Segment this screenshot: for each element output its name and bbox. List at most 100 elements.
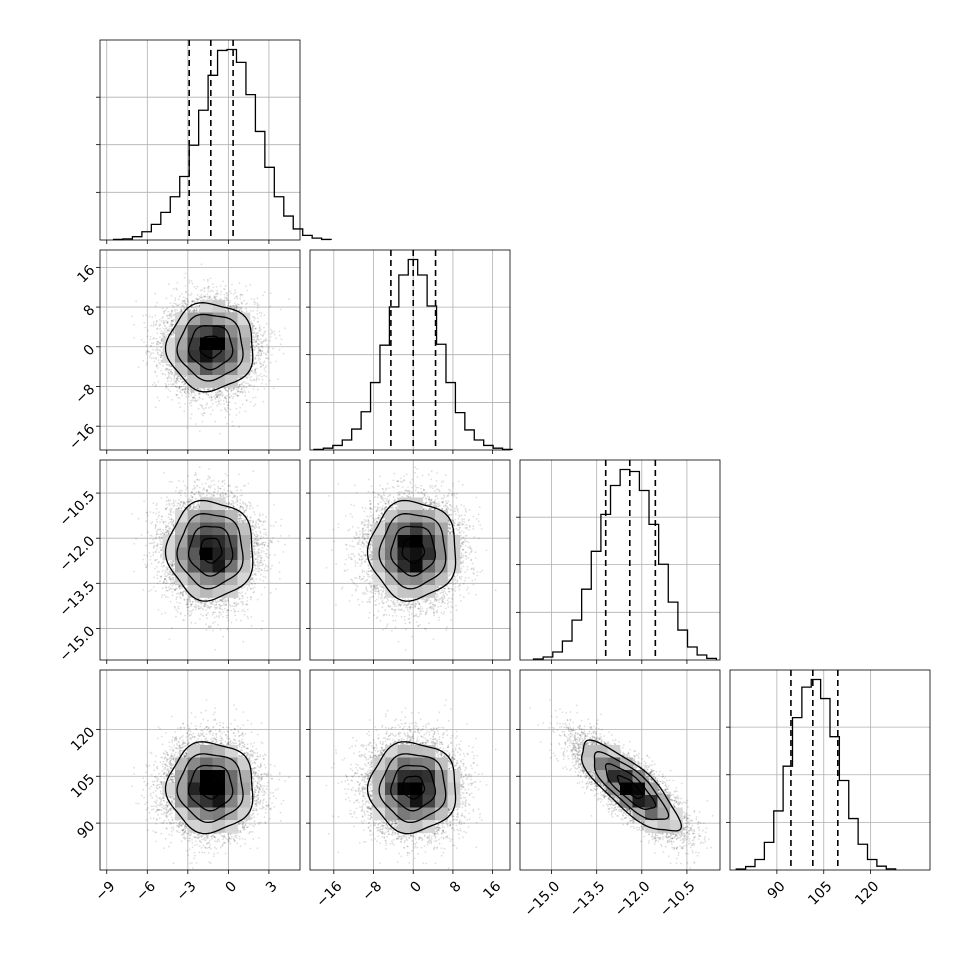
sample-point <box>245 307 248 310</box>
sample-point <box>170 383 172 386</box>
sample-point <box>149 345 152 347</box>
sample-point <box>228 413 231 416</box>
sample-point <box>173 379 175 382</box>
sample-point <box>245 386 248 389</box>
sample-point <box>210 289 213 292</box>
sample-point <box>210 396 213 399</box>
sample-point <box>171 332 174 335</box>
sample-point <box>184 391 186 394</box>
sample-point <box>272 347 274 350</box>
sample-point <box>235 394 238 397</box>
sample-point <box>152 348 155 351</box>
sample-point <box>194 309 197 312</box>
sample-point <box>160 361 163 363</box>
sample-point <box>229 387 231 390</box>
sample-point <box>152 325 155 327</box>
sample-point <box>148 356 151 359</box>
sample-point <box>150 344 153 347</box>
sample-point <box>156 352 159 355</box>
sample-point <box>209 413 212 416</box>
sample-point <box>169 312 172 315</box>
sample-point <box>238 383 241 386</box>
sample-point <box>151 316 154 319</box>
sample-point <box>167 333 169 336</box>
sample-point <box>137 366 140 369</box>
sample-point <box>155 384 157 386</box>
sample-point <box>163 334 166 337</box>
sample-point <box>166 330 169 332</box>
sample-point <box>184 387 187 389</box>
sample-point <box>213 295 216 298</box>
sample-point <box>207 290 210 293</box>
sample-point <box>223 288 226 291</box>
sample-point <box>174 297 177 300</box>
sample-point <box>240 301 243 303</box>
sample-point <box>215 295 218 298</box>
sample-point <box>235 407 238 410</box>
sample-point <box>224 396 227 399</box>
sample-point <box>229 290 231 292</box>
sample-point <box>238 309 241 311</box>
sample-point <box>214 393 217 396</box>
sample-point <box>163 310 166 313</box>
sample-point <box>172 363 175 366</box>
sample-point <box>151 383 154 386</box>
sample-point <box>218 390 221 392</box>
sample-point <box>250 355 253 358</box>
sample-point <box>165 384 168 387</box>
sample-point <box>145 314 148 317</box>
sample-point <box>160 354 163 356</box>
sample-point <box>210 395 212 397</box>
sample-point <box>267 347 270 350</box>
sample-point <box>185 305 188 308</box>
sample-point <box>226 294 229 297</box>
sample-point <box>253 331 256 334</box>
sample-point <box>180 309 183 312</box>
sample-point <box>256 313 259 315</box>
sample-point <box>192 396 194 399</box>
sample-point <box>184 297 187 300</box>
sample-point <box>237 394 240 397</box>
sample-point <box>188 281 191 284</box>
sample-point <box>215 396 218 399</box>
sample-point <box>156 328 158 331</box>
sample-point <box>216 404 219 407</box>
sample-point <box>239 307 242 310</box>
sample-point <box>160 351 163 354</box>
sample-point <box>176 385 179 388</box>
sample-point <box>235 304 238 307</box>
sample-point <box>231 420 234 423</box>
sample-point <box>261 350 264 352</box>
sample-point <box>238 282 241 285</box>
sample-point <box>246 289 249 292</box>
sample-point <box>162 364 164 367</box>
sample-point <box>178 402 180 405</box>
sample-point <box>160 320 163 322</box>
sample-point <box>168 368 171 371</box>
sample-point <box>256 367 259 370</box>
sample-point <box>185 379 188 381</box>
sample-point <box>191 300 194 303</box>
sample-point <box>260 353 263 355</box>
sample-point <box>240 310 243 313</box>
sample-point <box>160 356 162 359</box>
sample-point <box>152 337 155 340</box>
sample-point <box>189 417 192 420</box>
sample-point <box>183 299 186 302</box>
sample-point <box>159 363 161 366</box>
sample-point <box>153 360 156 363</box>
sample-point <box>196 387 199 390</box>
sample-point <box>239 293 242 296</box>
sample-point <box>207 394 210 396</box>
sample-point <box>263 339 266 342</box>
sample-point <box>154 292 157 295</box>
sample-point <box>174 385 177 388</box>
sample-point <box>253 336 256 339</box>
sample-point <box>166 321 169 324</box>
sample-point <box>178 298 180 301</box>
sample-point <box>145 353 148 355</box>
sample-point <box>195 301 197 303</box>
sample-point <box>167 329 170 332</box>
sample-point <box>190 394 192 397</box>
